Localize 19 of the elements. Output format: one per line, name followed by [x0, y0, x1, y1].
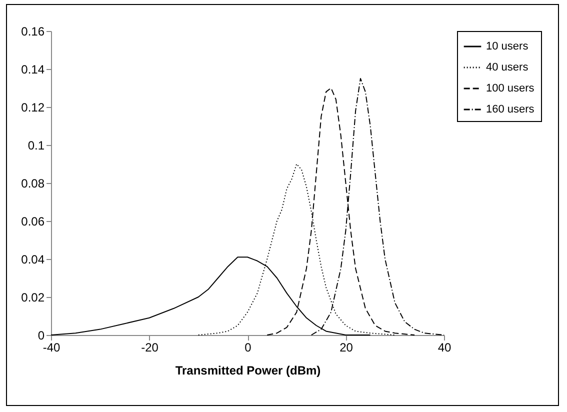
x-tick-label: 40 [438, 340, 452, 354]
x-axis-title: Transmitted Power (dBm) [175, 364, 321, 378]
x-tick-label: -20 [141, 340, 159, 354]
y-tick-label: 0 [38, 328, 45, 342]
y-tick-label: 0.1 [28, 138, 45, 152]
x-tick-label: 20 [340, 340, 354, 354]
y-tick-label: 0.02 [21, 290, 45, 304]
y-tick-label: 0.08 [21, 176, 45, 190]
legend-label: 100 users [486, 82, 535, 94]
x-tick-label: -40 [42, 340, 60, 354]
y-tick-label: 0.14 [21, 62, 45, 76]
x-tick-label: 0 [244, 340, 252, 354]
legend-label: 10 users [486, 40, 529, 52]
legend-label: 40 users [486, 62, 529, 74]
y-tick-label: 0.06 [21, 214, 45, 228]
y-tick-label: 0.04 [21, 252, 45, 266]
legend-label: 160 users [486, 104, 535, 116]
y-tick-label: 0.12 [21, 100, 45, 114]
y-tick-label: 0.16 [21, 24, 45, 38]
